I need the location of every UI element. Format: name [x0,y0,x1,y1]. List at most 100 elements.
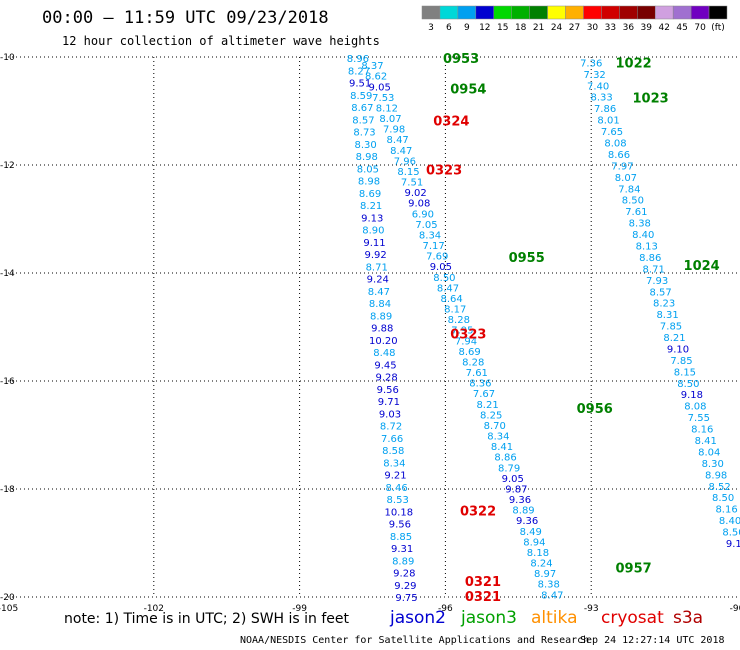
wave-height-point: 7.69 [426,252,448,263]
wave-height-point: 8.64 [440,294,462,305]
colorbar-swatch [672,5,692,20]
wave-height-point: 8.98 [705,470,727,481]
wave-height-point: 8.08 [684,402,706,413]
wave-height-point: 7.66 [381,434,403,445]
colorbar-label: 21 [533,23,544,33]
x-tick-label: -90 [730,604,740,614]
wave-height-point: 7.84 [618,184,640,195]
y-tick-label: -14 [0,269,15,279]
wave-height-point: 8.18 [527,548,549,559]
wave-height-point: 7.51 [401,178,423,189]
wave-height-point: 9.75 [395,593,417,604]
wave-height-point: 9.56 [377,385,399,396]
y-tick-label: -12 [0,161,15,171]
wave-height-point: 9.36 [516,516,538,527]
wave-height-point: 8.24 [530,559,552,570]
wave-height-point: 8.30 [702,459,724,470]
wave-height-point: 9.18 [681,390,703,401]
colorbar-label: 70 [694,23,706,33]
wave-height-point: 8.40 [719,516,740,527]
wave-height-point: 8.59 [350,91,372,102]
wave-height-point: 8.69 [458,347,480,358]
wave-height-points: 8.968.279.518.598.678.578.738.308.988.05… [347,54,740,604]
wave-height-point: 9.10 [667,344,689,355]
time-label: 1024 [684,259,720,274]
colorbar-label: (ft) [711,23,725,33]
colorbar-swatch [529,5,548,20]
wave-height-point: 9.88 [371,324,393,335]
wave-height-point: 8.28 [448,315,470,326]
wave-height-point: 7.61 [625,207,647,218]
wave-height-point: 7.97 [611,161,633,172]
wave-height-point: 8.07 [379,114,401,125]
wave-height-point: 8.89 [512,506,534,517]
wave-height-point: 9.87 [505,484,527,495]
wave-height-point: 8.21 [476,400,498,411]
wave-height-point: 8.16 [715,505,737,516]
wave-height-point: 7.53 [372,93,394,104]
colorbar-label: 15 [497,23,508,33]
wave-height-point: 9.03 [379,409,401,420]
wave-height-point: 8.50 [712,493,734,504]
wave-height-point: 8.53 [387,495,409,506]
legend-jason2: jason2 [390,608,446,628]
y-tick-label: -18 [0,485,15,495]
wave-height-point: 8.70 [484,421,506,432]
colorbar-swatch [547,5,566,20]
time-label: 0956 [577,402,613,417]
wave-height-point: 8.96 [347,54,369,65]
wave-height-point: 8.40 [632,230,654,241]
colorbar-swatch [619,5,638,20]
x-tick-label: -99 [292,604,307,614]
wave-height-point: 8.23 [653,299,675,310]
axis-ticks: -10 -12 -14 -16 -18 -20-105 -102 -99 -96 -93 -90 [0,53,740,614]
wave-height-point: 9.24 [367,275,389,286]
time-label: 0322 [460,505,496,520]
colorbar-swatch [708,5,728,20]
wave-height-point: 7.86 [594,104,616,115]
wave-height-point: 7.85 [660,322,682,333]
x-tick-label: -93 [584,604,599,614]
colorbar-label: 6 [446,23,452,33]
colorbar-swatch [511,5,530,20]
wave-height-point: 7.93 [646,276,668,287]
wave-height-point: 7.96 [394,156,416,167]
wave-height-point: 9.28 [393,569,415,580]
wave-height-point: 8.57 [649,287,671,298]
legend-s3a: s3a [673,608,704,628]
colorbar-label: 45 [676,23,687,33]
wave-height-point: 8.41 [695,436,717,447]
wave-height-point: 9.05 [369,82,391,93]
wave-height-point: 9.05 [430,262,452,273]
wave-height-point: 8.38 [629,219,651,230]
wave-height-point: 7.55 [688,413,710,424]
wave-height-point: 8.04 [698,447,720,458]
colorbar-label: 27 [569,23,580,33]
wave-height-point: 7.98 [383,125,405,136]
wave-height-point: 8.72 [380,422,402,433]
wave-height-point: 7.94 [455,336,477,347]
wave-height-point: 8.50 [677,379,699,390]
wave-height-point: 8.58 [382,446,404,457]
wave-height-point: 8.73 [353,128,375,139]
colorbar-label: 39 [641,23,653,33]
wave-height-point: 8.30 [355,140,377,151]
wave-height-point: 9.08 [408,199,430,210]
wave-height-point: 7.65 [601,127,623,138]
wave-height-point: 9.05 [502,474,524,485]
wave-height-point: 8.08 [604,139,626,150]
wave-height-point: 8.49 [520,527,542,538]
wave-height-point: 7.36 [580,58,602,69]
wave-height-point: 8.12 [376,103,398,114]
wave-height-point: 8.50 [622,196,644,207]
colorbar-label: 42 [658,23,669,33]
wave-height-point: 8.36 [469,379,491,390]
wave-height-point: 8.71 [643,264,665,275]
wave-height-point: 9.13 [361,213,383,224]
wave-height-point: 8.33 [590,93,612,104]
wave-height-point: 8.48 [373,348,395,359]
wave-height-point: 7.40 [587,81,609,92]
colorbar-label: 24 [551,23,563,33]
time-label: 0323 [450,327,486,342]
